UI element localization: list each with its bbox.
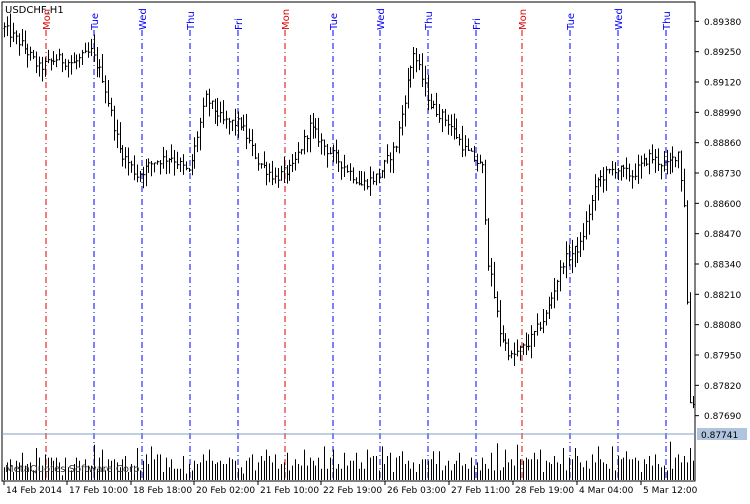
x-tick-label: 17 Feb 10:00 xyxy=(69,486,128,496)
y-tick-label: 0.88470 xyxy=(704,230,741,240)
y-tick-label: 0.88860 xyxy=(704,139,741,149)
day-marker-label: Mon xyxy=(518,9,529,30)
y-tick-label: 0.87690 xyxy=(704,412,741,422)
current-price-label: 0.87741 xyxy=(701,431,738,441)
day-marker-label: Mon xyxy=(281,9,292,30)
symbol-label: USDCHF,H1 xyxy=(5,5,64,16)
x-tick-label: 21 Feb 10:00 xyxy=(260,486,319,496)
y-tick-label: 0.89250 xyxy=(704,48,741,58)
x-tick-label: 28 Feb 19:00 xyxy=(515,486,574,496)
x-tick-label: 26 Feb 03:00 xyxy=(387,486,446,496)
watermark: MetaQuotes Software Corp. xyxy=(5,464,143,475)
y-tick-label: 0.88730 xyxy=(704,170,741,180)
y-tick-label: 0.88210 xyxy=(704,291,741,301)
day-marker-label: Wed xyxy=(376,8,387,30)
x-tick-label: 27 Feb 11:00 xyxy=(451,486,510,496)
day-marker-label: Thu xyxy=(424,11,435,31)
y-tick-label: 0.89120 xyxy=(704,79,741,89)
plot-frame xyxy=(1,1,696,482)
x-tick-label: 4 Mar 04:00 xyxy=(579,486,634,496)
y-tick-label: 0.88990 xyxy=(704,109,741,119)
x-tick-label: 20 Feb 02:00 xyxy=(196,486,255,496)
day-marker-label: Thu xyxy=(662,11,673,31)
day-marker-label: Wed xyxy=(614,8,625,30)
y-tick-label: 0.89380 xyxy=(704,18,741,28)
x-tick-label: 5 Mar 12:00 xyxy=(643,486,698,496)
x-tick-label: 22 Feb 19:00 xyxy=(323,486,382,496)
x-tick-label: 14 Feb 2014 xyxy=(6,486,62,496)
y-tick-label: 0.88080 xyxy=(704,321,741,331)
day-marker-label: Tue xyxy=(90,13,101,31)
day-marker-label: Wed xyxy=(138,8,149,30)
y-tick-label: 0.88600 xyxy=(704,200,741,210)
day-marker-label: Tue xyxy=(329,13,340,31)
y-tick-label: 0.88340 xyxy=(704,261,741,271)
x-tick-label: 18 Feb 18:00 xyxy=(133,486,192,496)
day-marker-label: Thu xyxy=(186,11,197,31)
volume-bars xyxy=(4,441,694,480)
price-bars xyxy=(3,13,695,409)
y-tick-label: 0.87950 xyxy=(704,352,741,362)
day-marker-label: Mon xyxy=(42,9,53,30)
day-marker-label: Tue xyxy=(566,13,577,31)
price-axis: 0.89380 0.89250 0.89120 0.88990 0.88860 0.887… xyxy=(695,18,741,422)
day-marker-label: Fri xyxy=(234,18,245,30)
current-price-marker: 0.87741 xyxy=(697,428,747,441)
y-tick-label: 0.87820 xyxy=(704,382,741,392)
time-axis: 14 Feb 2014 17 Feb 10:00 18 Feb 18:00 20 Fe… xyxy=(3,481,698,496)
day-marker-label: Fri xyxy=(472,18,483,30)
